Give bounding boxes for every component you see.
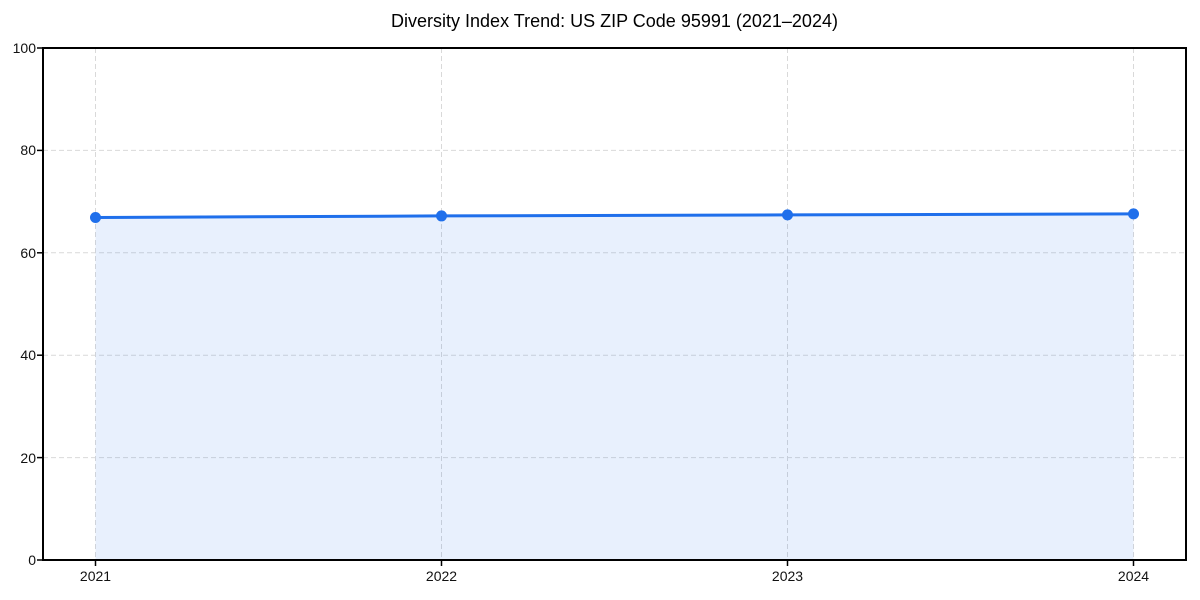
area-fill [95,213,1134,560]
y-tick-label: 0 [28,552,36,568]
x-tick-label: 2024 [1117,568,1150,584]
trend-line [94,212,1135,219]
y-tick-label: 100 [12,40,36,56]
data-point [1128,208,1139,220]
y-tick-label: 60 [20,244,36,261]
x-tick-label: 2022 [425,568,458,584]
plot-frame [42,47,1187,561]
data-point [436,210,447,222]
chart-title: Diversity Index Trend: US ZIP Code 95991… [391,11,838,31]
y-tick-label: 40 [20,347,36,364]
data-point [782,209,793,221]
x-tick-label: 2021 [79,568,112,584]
y-tick-label: 80 [20,142,36,159]
y-tick-label: 20 [20,449,36,466]
data-point [90,211,101,223]
x-tick-label: 2023 [771,568,804,584]
